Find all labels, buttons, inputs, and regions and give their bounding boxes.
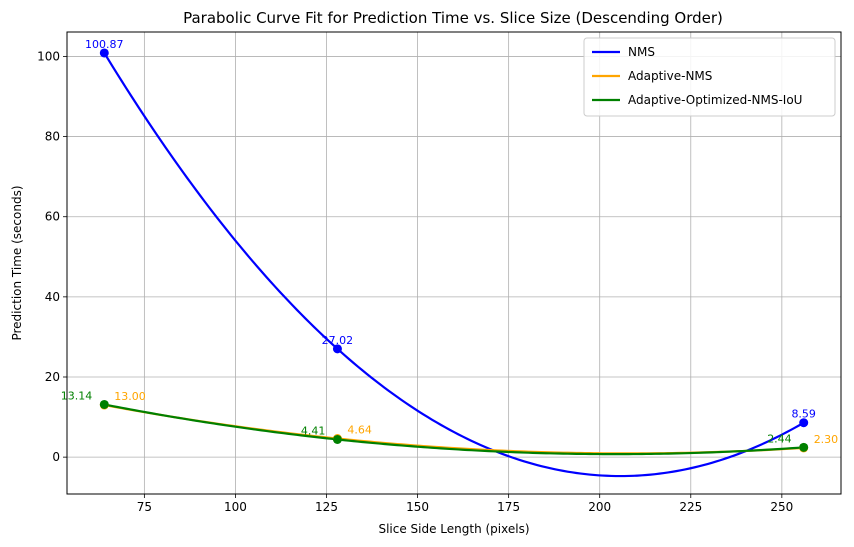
series-line xyxy=(104,403,804,456)
x-tick-label: 225 xyxy=(679,500,702,514)
x-tick-label: 75 xyxy=(137,500,152,514)
plot-frame xyxy=(66,31,842,495)
data-label: 13.14 xyxy=(61,389,93,402)
y-tick-label: 80 xyxy=(45,130,60,144)
y-axis: 0 20 40 60 80 100 xyxy=(37,49,67,464)
x-tick-label: 100 xyxy=(224,500,247,514)
series-curves xyxy=(103,52,805,478)
data-point xyxy=(799,418,809,428)
x-tick-label: 250 xyxy=(770,500,793,514)
data-label: 4.41 xyxy=(301,424,326,437)
x-tick-label: 125 xyxy=(315,500,338,514)
x-axis-label: Slice Side Length (pixels) xyxy=(378,522,529,536)
data-label: 27.02 xyxy=(322,334,354,347)
data-label: 13.00 xyxy=(114,390,146,403)
x-axis: 75 100 125 150 175 200 225 250 xyxy=(137,494,793,514)
y-tick-label: 60 xyxy=(45,210,60,224)
data-labels: 100.87 27.02 8.59 13.00 4.64 2.30 13.14 4.41 2.4… xyxy=(61,38,838,446)
x-tick-label: 200 xyxy=(588,500,611,514)
data-point xyxy=(99,399,109,409)
data-point xyxy=(799,442,809,452)
y-tick-label: 100 xyxy=(37,49,60,63)
data-point xyxy=(332,434,342,444)
data-label: 2.30 xyxy=(814,433,839,446)
series-line xyxy=(103,52,805,478)
legend-label: Adaptive-NMS xyxy=(628,69,712,83)
data-label: 8.59 xyxy=(791,408,816,421)
legend-label: NMS xyxy=(628,45,655,59)
x-tick-label: 175 xyxy=(497,500,520,514)
data-point xyxy=(332,344,342,354)
y-axis-label: Prediction Time (seconds) xyxy=(10,185,24,340)
legend-label: Adaptive-Optimized-NMS-IoU xyxy=(628,93,802,107)
y-tick-label: 0 xyxy=(52,450,60,464)
chart-title: Parabolic Curve Fit for Prediction Time … xyxy=(183,9,723,27)
legend-box xyxy=(583,37,836,117)
legend: NMS Adaptive-NMS Adaptive-Optimized-NMS-Io… xyxy=(583,37,836,117)
data-label: 4.64 xyxy=(347,424,372,437)
data-points xyxy=(99,48,809,453)
data-label: 2.44 xyxy=(767,432,792,445)
y-tick-label: 40 xyxy=(45,290,60,304)
y-tick-label: 20 xyxy=(45,370,60,384)
data-label: 100.87 xyxy=(85,38,124,51)
x-tick-label: 150 xyxy=(406,500,429,514)
data-point xyxy=(99,48,109,58)
